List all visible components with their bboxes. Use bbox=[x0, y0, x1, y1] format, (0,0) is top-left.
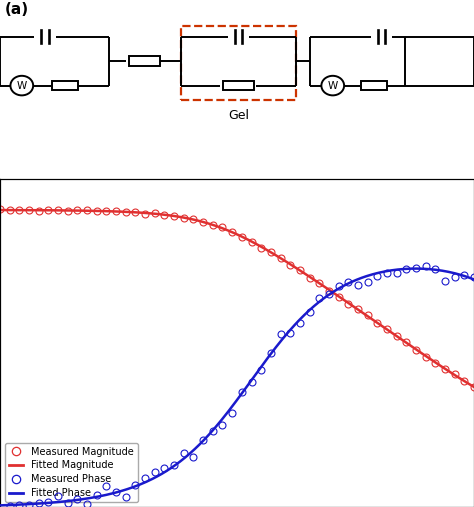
Bar bbox=[223, 81, 254, 90]
Text: Gel: Gel bbox=[228, 109, 249, 122]
Text: W: W bbox=[328, 81, 338, 91]
Text: W: W bbox=[17, 81, 27, 91]
Bar bbox=[181, 26, 296, 100]
Bar bbox=[129, 56, 160, 66]
Bar bbox=[52, 81, 78, 90]
Legend: Measured Magnitude, Fitted Magnitude, Measured Phase, Fitted Phase: Measured Magnitude, Fitted Magnitude, Me… bbox=[5, 443, 138, 502]
Bar bbox=[362, 81, 388, 90]
Text: (a): (a) bbox=[5, 2, 29, 17]
